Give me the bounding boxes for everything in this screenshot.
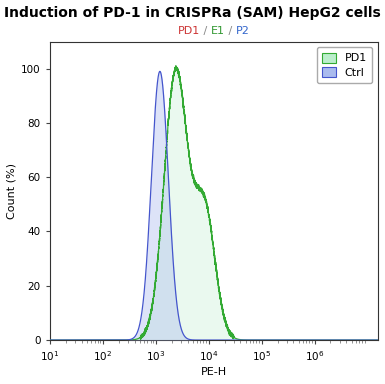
Text: Induction of PD-1 in CRISPRa (SAM) HepG2 cells: Induction of PD-1 in CRISPRa (SAM) HepG2… (4, 6, 381, 20)
X-axis label: PE-H: PE-H (201, 367, 227, 377)
Text: /: / (225, 25, 236, 36)
Text: PD1: PD1 (178, 25, 200, 36)
Legend: PD1, Ctrl: PD1, Ctrl (317, 47, 373, 83)
Text: /: / (200, 25, 211, 36)
Y-axis label: Count (%): Count (%) (7, 163, 17, 219)
Text: E1: E1 (211, 25, 225, 36)
Text: P2: P2 (236, 25, 250, 36)
